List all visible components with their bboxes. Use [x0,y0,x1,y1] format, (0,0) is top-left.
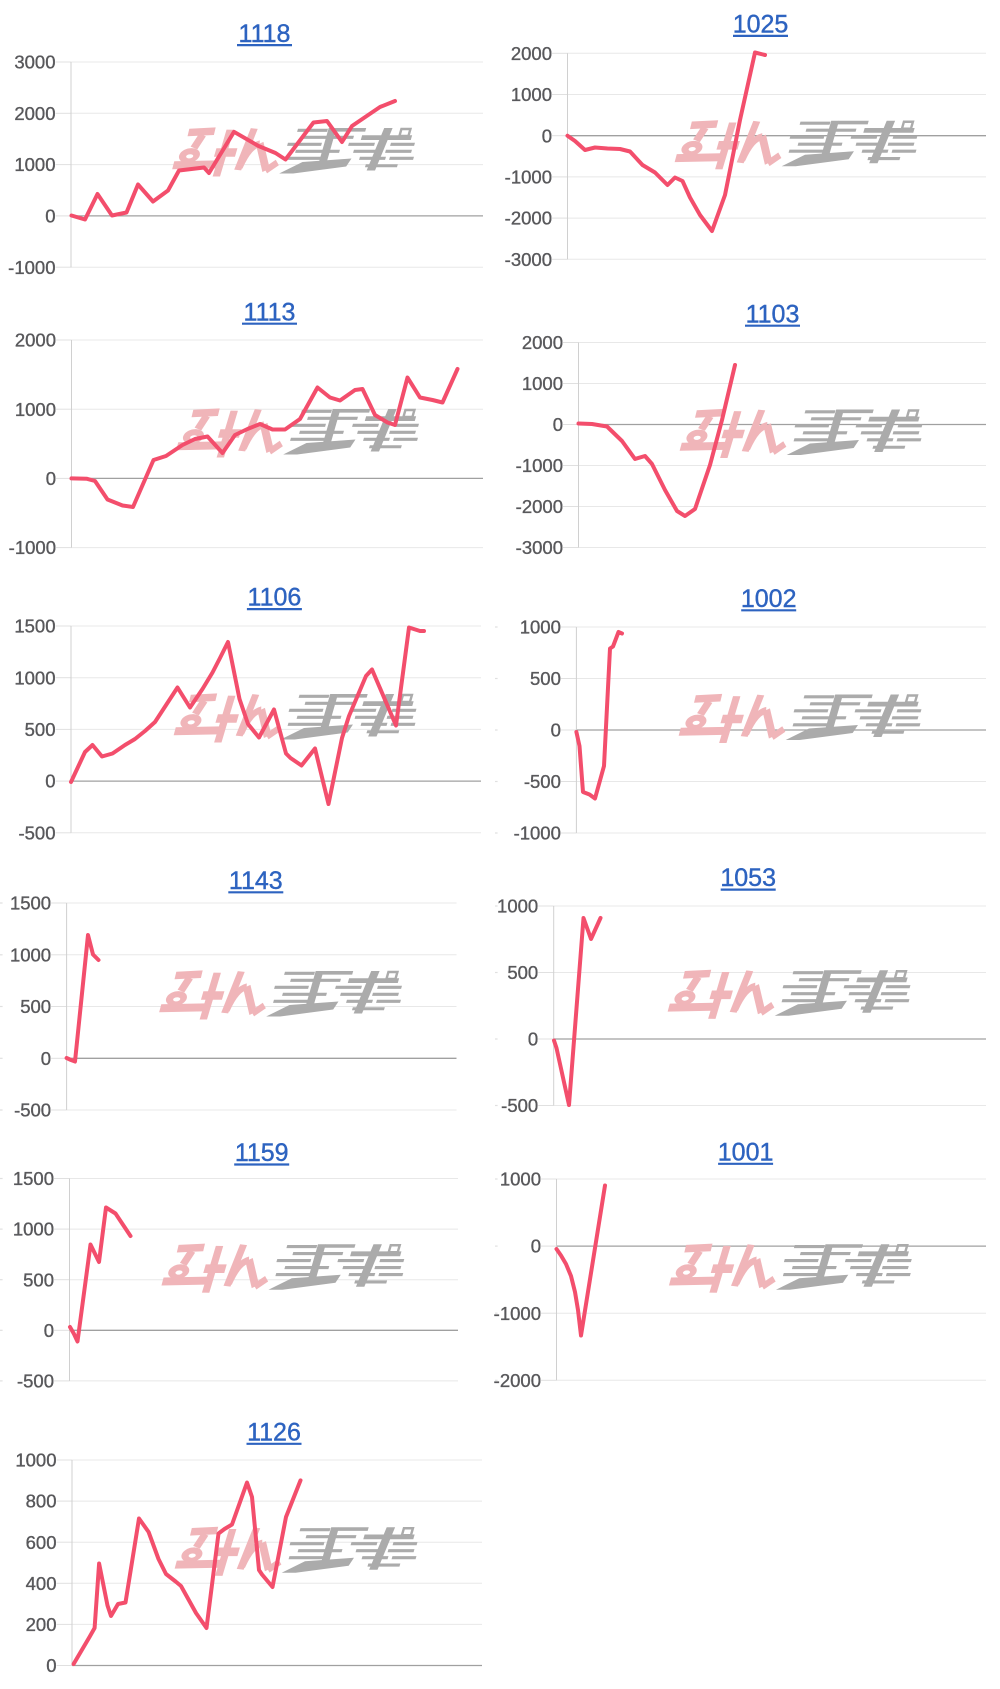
svg-text:1500: 1500 [10,893,51,914]
svg-text:0: 0 [45,771,55,792]
svg-text:-1000: -1000 [494,1303,541,1324]
svg-text:1000: 1000 [10,944,51,965]
svg-text:1113: 1113 [244,298,296,326]
svg-text:1053: 1053 [720,864,776,892]
svg-text:-1000: -1000 [505,167,552,188]
svg-text:2000: 2000 [522,332,563,353]
svg-text:0: 0 [41,1048,51,1069]
svg-text:0: 0 [44,1320,54,1341]
svg-text:1000: 1000 [13,1219,54,1240]
svg-text:0: 0 [542,125,552,146]
svg-text:-2000: -2000 [516,496,563,517]
svg-text:600: 600 [26,1532,57,1553]
svg-text:200: 200 [26,1614,57,1635]
svg-text:1500: 1500 [13,1168,54,1189]
svg-text:-500: -500 [14,1100,51,1121]
svg-text:-500: -500 [17,1371,54,1392]
svg-text:1103: 1103 [746,300,800,328]
svg-text:500: 500 [530,668,561,689]
svg-text:1000: 1000 [511,84,552,105]
svg-text:1002: 1002 [741,585,797,613]
svg-text:-3000: -3000 [516,537,563,558]
svg-text:0: 0 [531,1236,541,1257]
svg-text:2000: 2000 [14,103,55,124]
svg-text:1000: 1000 [522,373,563,394]
svg-text:-1000: -1000 [516,455,563,476]
svg-text:1000: 1000 [15,1450,56,1471]
svg-text:0: 0 [551,720,561,741]
svg-text:1143: 1143 [229,867,283,895]
svg-text:-500: -500 [18,822,55,843]
svg-text:0: 0 [45,206,55,227]
svg-text:500: 500 [20,996,51,1017]
svg-text:0: 0 [528,1029,538,1050]
svg-text:-1000: -1000 [8,257,55,278]
svg-text:0: 0 [46,1655,56,1676]
svg-text:500: 500 [507,962,538,983]
svg-text:500: 500 [25,719,56,740]
svg-text:1500: 1500 [14,616,55,637]
svg-text:-3000: -3000 [505,249,552,270]
svg-text:1000: 1000 [14,667,55,688]
svg-text:1000: 1000 [500,1169,541,1190]
svg-text:-500: -500 [524,771,561,792]
svg-text:1000: 1000 [497,896,538,917]
svg-text:2000: 2000 [511,43,552,64]
svg-text:1025: 1025 [733,11,789,39]
svg-text:2000: 2000 [15,330,56,351]
svg-text:-1000: -1000 [9,537,56,558]
svg-text:1106: 1106 [248,584,302,612]
svg-text:1001: 1001 [718,1138,774,1166]
svg-text:-2000: -2000 [505,208,552,229]
svg-text:1000: 1000 [520,617,561,638]
svg-text:1000: 1000 [15,399,56,420]
svg-text:3000: 3000 [14,52,55,73]
svg-text:1000: 1000 [14,154,55,175]
svg-text:500: 500 [23,1269,54,1290]
svg-text:0: 0 [46,468,56,489]
svg-text:-500: -500 [501,1095,538,1116]
svg-text:400: 400 [26,1573,57,1594]
svg-text:1126: 1126 [247,1418,301,1446]
svg-text:-1000: -1000 [514,823,561,844]
svg-text:0: 0 [553,414,563,435]
svg-text:1159: 1159 [235,1139,289,1167]
svg-text:1118: 1118 [239,20,291,48]
svg-text:-2000: -2000 [494,1370,541,1391]
svg-text:800: 800 [26,1491,57,1512]
